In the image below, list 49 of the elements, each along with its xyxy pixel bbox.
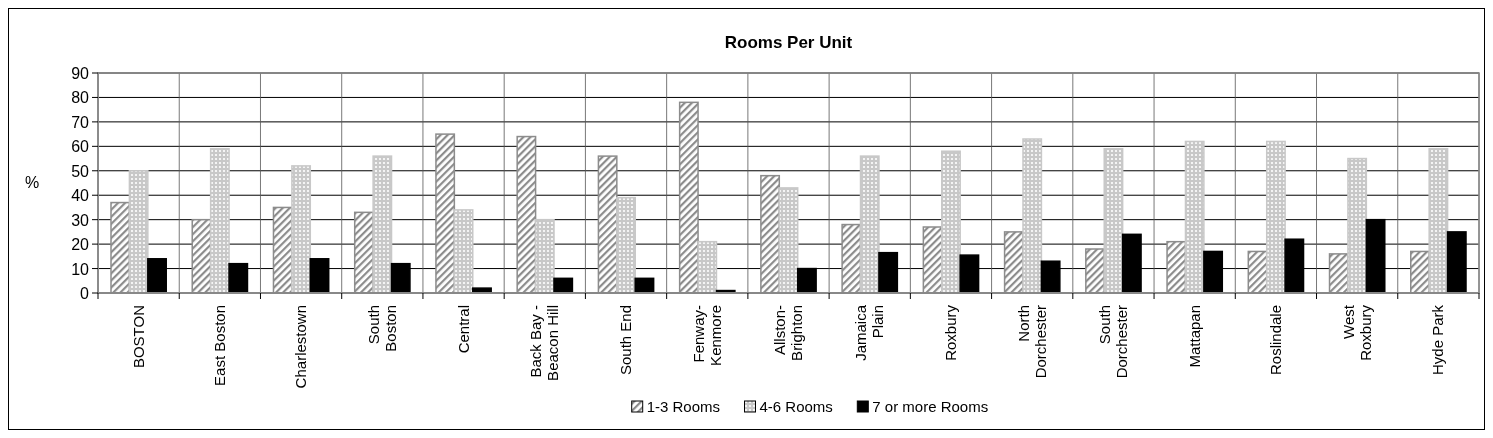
x-tick-label: West Roxbury — [1339, 304, 1374, 361]
bar — [1184, 140, 1205, 294]
legend-label: 4-6 Rooms — [759, 398, 833, 415]
x-tick-label: South End — [617, 305, 635, 376]
bar — [859, 155, 880, 294]
x-tick-label: Central — [454, 305, 472, 354]
y-tick-label: 30 — [71, 211, 90, 229]
x-tick-label: Jamaica Plain — [852, 304, 887, 361]
y-tick-label: 60 — [71, 138, 90, 156]
x-tick-label: BOSTON — [129, 305, 147, 369]
x-tick-label: Back Bay - Beacon Hill — [527, 305, 562, 381]
x-tick-label: Charlestown — [292, 305, 310, 389]
bar — [453, 209, 474, 294]
y-tick-label: 10 — [71, 260, 90, 278]
bar — [1428, 148, 1449, 294]
x-tick-label: Roxbury — [941, 304, 959, 361]
bar — [291, 165, 312, 294]
x-tick-label: Fenway- Kenmore — [689, 305, 724, 366]
y-tick-label: 0 — [80, 285, 90, 302]
x-tick-label: North Dorchester — [1014, 305, 1049, 379]
bar — [1103, 148, 1124, 294]
bar — [128, 170, 149, 294]
x-tick-label: Allston- Brighton — [771, 305, 805, 361]
bar — [697, 240, 718, 294]
x-tick-label: Roslindale — [1266, 305, 1284, 376]
bar — [534, 218, 555, 294]
y-tick-label: 50 — [71, 162, 90, 180]
y-tick-label: 80 — [71, 89, 90, 107]
bar — [1265, 140, 1286, 294]
x-tick-label: East Boston — [210, 305, 228, 386]
legend-label: 7 or more Rooms — [872, 398, 989, 415]
bar — [1022, 138, 1043, 294]
x-tick-label: South Boston — [364, 305, 399, 352]
legend-label: 1-3 Rooms — [646, 398, 721, 415]
y-tick-label: 70 — [71, 113, 90, 131]
y-axis-title: % — [24, 174, 40, 191]
bar — [616, 196, 636, 294]
bar — [209, 148, 230, 294]
x-tick-label: Mattapan — [1185, 305, 1203, 368]
bar — [1347, 157, 1368, 294]
x-tick-label: Hyde Park — [1429, 304, 1447, 376]
y-tick-label: 20 — [71, 236, 90, 254]
x-tick-label: South Dorchester — [1095, 305, 1130, 379]
y-tick-label: 90 — [71, 65, 90, 82]
bar — [372, 155, 393, 294]
bar — [941, 150, 961, 294]
bar — [778, 187, 799, 294]
chart-title: Rooms Per Unit — [724, 33, 853, 52]
y-tick-label: 40 — [71, 187, 90, 205]
